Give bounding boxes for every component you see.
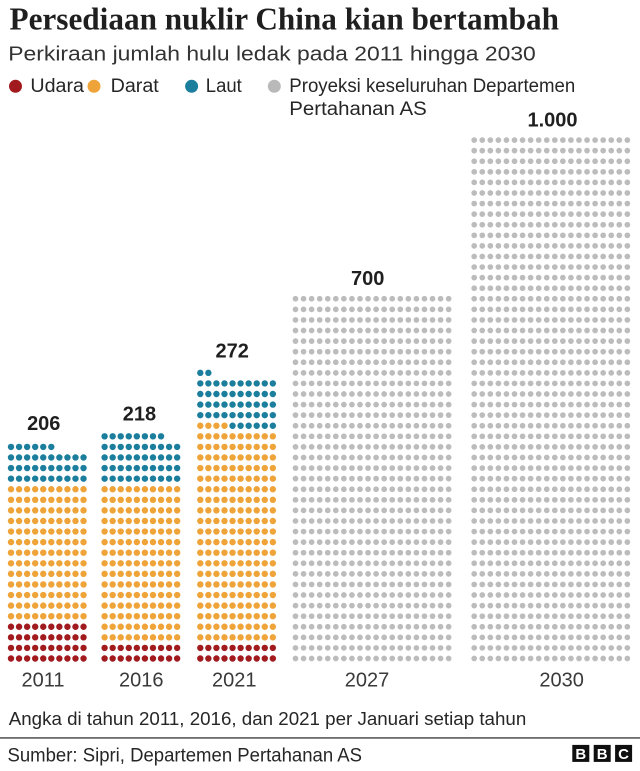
svg-text:Proyeksi keseluruhan Departeme: Proyeksi keseluruhan Departemen — [289, 76, 575, 97]
svg-text:Udara: Udara — [30, 76, 84, 97]
svg-text:2016: 2016 — [119, 670, 164, 692]
svg-text:700: 700 — [351, 268, 384, 290]
svg-text:1.000: 1.000 — [527, 109, 577, 131]
svg-text:272: 272 — [216, 341, 249, 363]
svg-text:Angka di tahun 2011, 2016, dan: Angka di tahun 2011, 2016, dan 2021 per … — [9, 708, 527, 729]
svg-text:206: 206 — [27, 413, 60, 435]
svg-text:Darat: Darat — [111, 76, 160, 97]
svg-text:Persediaan nuklir China kian b: Persediaan nuklir China kian bertambah — [10, 1, 560, 37]
svg-text:Laut: Laut — [206, 76, 243, 97]
svg-text:2030: 2030 — [539, 670, 584, 692]
svg-text:2021: 2021 — [212, 670, 257, 692]
svg-text:2011: 2011 — [21, 670, 64, 692]
svg-text:B: B — [575, 746, 586, 763]
svg-text:2027: 2027 — [345, 670, 390, 692]
svg-text:Perkiraan jumlah hulu ledak pa: Perkiraan jumlah hulu ledak pada 2011 hi… — [8, 42, 536, 65]
svg-text:B: B — [597, 746, 608, 763]
svg-text:218: 218 — [123, 404, 156, 426]
svg-text:Pertahanan AS: Pertahanan AS — [289, 99, 426, 120]
svg-text:Sumber: Sipri, Departemen Pert: Sumber: Sipri, Departemen Pertahanan AS — [8, 745, 363, 766]
svg-text:C: C — [618, 746, 629, 763]
